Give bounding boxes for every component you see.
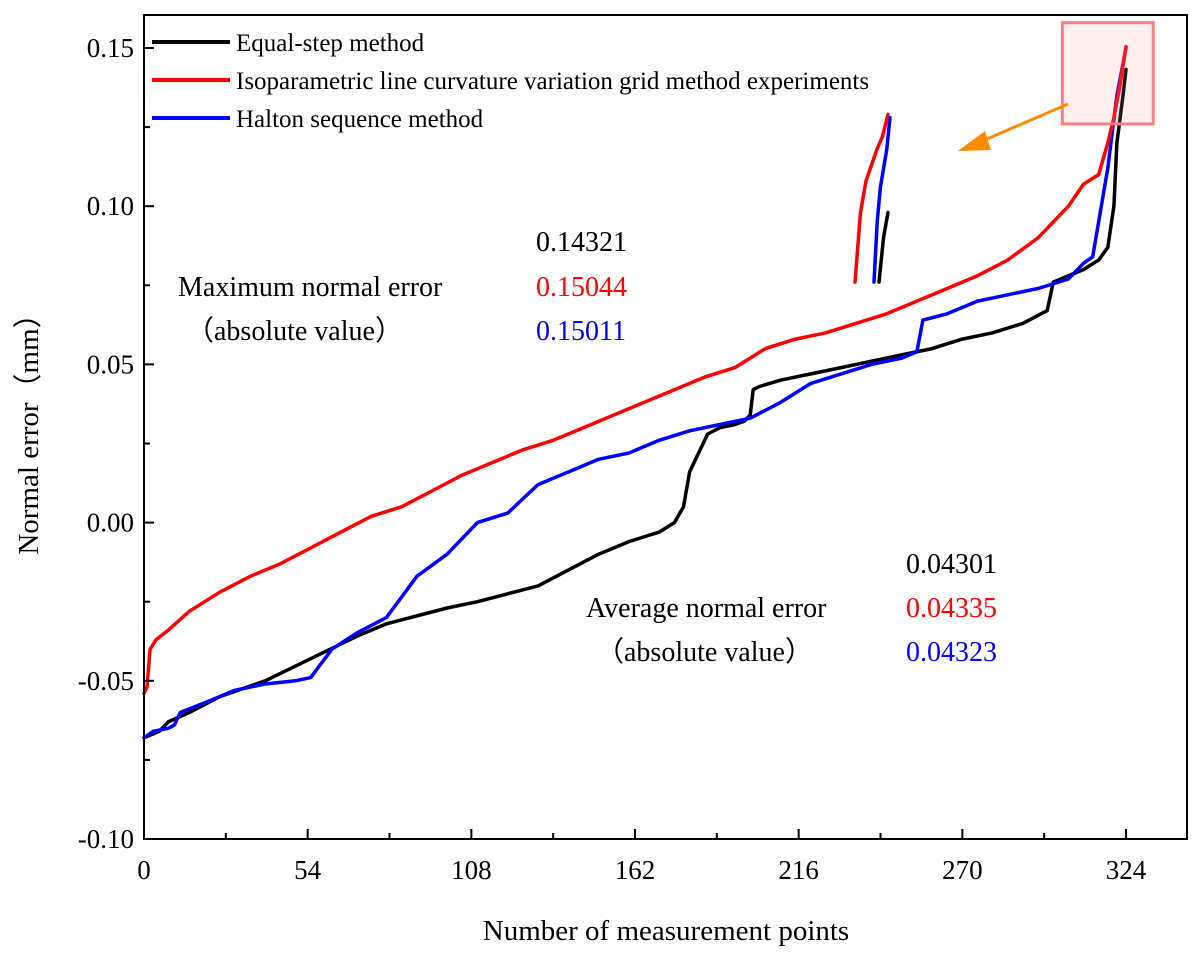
series-layer (142, 44, 1128, 740)
x-tick-label-162: 162 (615, 855, 656, 885)
y-tick-label-5: 0.15 (87, 33, 134, 63)
series-isoparametric (142, 44, 1128, 696)
inset-zoom (853, 21, 1155, 284)
max-error-annotation: Maximum normal error （absolute value） 0.… (178, 227, 627, 347)
avg-value-halton: 0.04323 (906, 637, 997, 668)
x-tick-label-54: 54 (294, 855, 322, 885)
y-tick-label-1: -0.05 (78, 666, 134, 696)
zoom-segment-equal-step (877, 210, 890, 284)
max-error-label: Maximum normal error (178, 272, 443, 303)
y-axis-title: Normal error（mm） (13, 299, 45, 554)
legend-label-equal-step: Equal-step method (236, 30, 425, 57)
x-axis-title: Number of measurement points (483, 915, 849, 947)
plot-frame (143, 14, 1188, 840)
zoom-arrow-head (958, 131, 991, 151)
x-tick-label-108: 108 (451, 855, 492, 885)
max-value-equal-step: 0.14321 (536, 227, 627, 258)
y-tick-label-3: 0.05 (87, 349, 134, 379)
avg-value-equal-step: 0.04301 (906, 549, 997, 580)
max-error-sublabel: （absolute value） (186, 315, 403, 347)
zoom-segment-isoparametric (853, 112, 890, 284)
legend-label-halton: Halton sequence method (236, 106, 484, 133)
zoom-highlight-box (1060, 21, 1155, 126)
y-tick-label-0: -0.10 (78, 824, 134, 854)
max-value-isoparametric: 0.15044 (536, 272, 627, 303)
avg-error-annotation: Average normal error （absolute value） 0.… (586, 549, 997, 668)
y-tick-label-4: 0.10 (87, 191, 134, 221)
legend: Equal-step method Isoparametric line cur… (152, 30, 869, 133)
zoom-segment-halton (872, 115, 892, 284)
max-value-halton: 0.15011 (536, 316, 626, 347)
series-equal-step (142, 67, 1128, 740)
legend-label-isoparametric: Isoparametric line curvature variation g… (236, 68, 869, 95)
series-halton (142, 45, 1128, 740)
avg-value-isoparametric: 0.04335 (906, 593, 997, 624)
zoom-arrow-shaft (979, 102, 1069, 144)
x-tick-label-270: 270 (942, 855, 983, 885)
x-tick-label-216: 216 (778, 855, 819, 885)
x-tick-label-0: 0 (137, 855, 151, 885)
avg-error-label: Average normal error (586, 593, 827, 624)
y-tick-label-2: 0.00 (87, 508, 134, 538)
avg-error-sublabel: （absolute value） (596, 636, 813, 668)
x-tick-label-324: 324 (1106, 855, 1147, 885)
axis-ticks: 0 54 108 162 216 270 324 -0.10 -0.05 0.00 0.05 0.10… (78, 33, 1147, 885)
